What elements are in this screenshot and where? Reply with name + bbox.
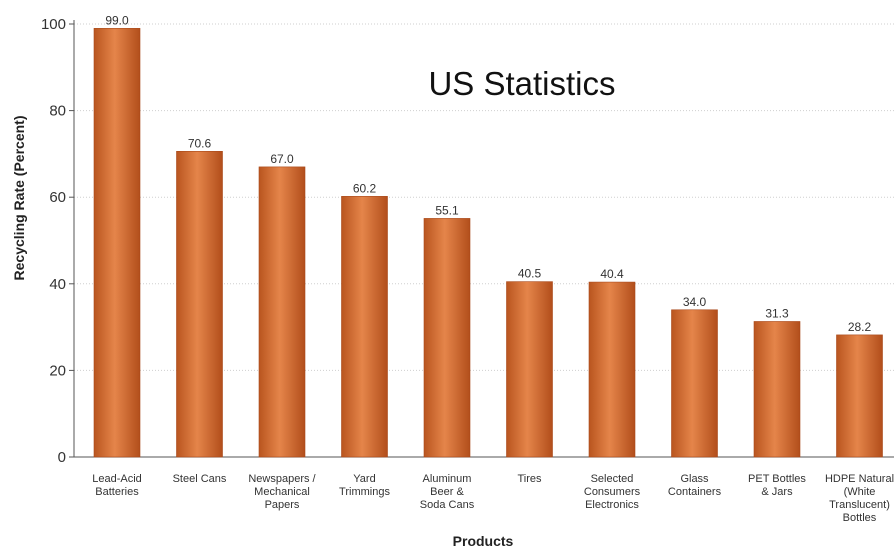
bars: [93, 28, 883, 458]
value-label: 40.5: [518, 267, 542, 281]
x-tick-label-line: Papers: [265, 499, 300, 511]
x-tick-label: PET Bottles & Jars: [748, 473, 806, 498]
value-label: 55.1: [435, 203, 459, 217]
value-label: 67.0: [270, 152, 294, 166]
chart-title: US Statistics: [428, 65, 615, 102]
x-tick-label-line: (White: [844, 486, 876, 498]
y-tick-label: 80: [49, 103, 66, 120]
bar: [588, 281, 636, 458]
value-label: 34.0: [683, 295, 707, 309]
bar: [258, 166, 306, 458]
x-tick-label: HDPE Natural (White Translucent) Bottles: [825, 473, 894, 524]
x-tick-label: Yard Trimmings: [339, 473, 390, 498]
x-tick-label-line: Batteries: [95, 486, 139, 498]
x-tick-label-line: Yard: [353, 473, 375, 485]
x-tick-label-line: Translucent): [829, 499, 890, 511]
x-tick-label-line: Steel Cans: [173, 473, 227, 485]
x-tick-label-line: Consumers: [584, 486, 641, 498]
bar: [753, 321, 801, 458]
x-tick-label-line: Tires: [517, 473, 542, 485]
bar: [671, 309, 718, 458]
bar: [93, 28, 141, 458]
x-tick-label: Glass Containers: [668, 473, 722, 498]
value-label: 70.6: [188, 136, 212, 150]
x-tick-label-line: Lead-Acid: [92, 473, 142, 485]
value-label: 99.0: [105, 13, 129, 27]
x-tick-label: Tires: [517, 473, 542, 485]
y-axis-title: Recycling Rate (Percent): [11, 116, 27, 281]
y-tick-label: 20: [49, 362, 66, 379]
bar: [341, 196, 388, 458]
x-tick-label: Aluminum Beer & Soda Cans: [420, 473, 475, 511]
bar: [423, 218, 471, 458]
y-tick-label: 40: [49, 276, 66, 293]
bar: [506, 281, 553, 458]
x-axis-title: Products: [453, 533, 514, 549]
x-tick-label-line: Newspapers /: [248, 473, 316, 485]
x-tick-label-line: Trimmings: [339, 486, 390, 498]
y-tick-label: 0: [58, 449, 66, 466]
value-label: 40.4: [600, 267, 624, 281]
x-tick-label: Newspapers / Mechanical Papers: [248, 473, 316, 511]
x-tick-label-line: Aluminum: [423, 473, 472, 485]
x-tick-label-line: Bottles: [843, 512, 877, 524]
x-tick-label-line: & Jars: [761, 486, 793, 498]
x-tick-label-line: Electronics: [585, 499, 639, 511]
bar: [176, 151, 223, 458]
x-tick-label: Steel Cans: [173, 473, 227, 485]
x-tick-label: Selected Consumers Electronics: [584, 473, 641, 511]
value-label: 28.2: [848, 320, 872, 334]
x-tick-label-line: Glass: [680, 473, 709, 485]
x-tick-label-line: PET Bottles: [748, 473, 806, 485]
value-label: 60.2: [353, 181, 377, 195]
value-labels: 99.0 70.6 67.0 60.2 55.1 40.5 40.4 34.0 31.3 28.2: [105, 13, 871, 334]
x-tick-labels: Lead-Acid Batteries Steel Cans Newspapers /…: [92, 473, 894, 524]
x-tick-label-line: Mechanical: [254, 486, 310, 498]
y-tick-label: 100: [41, 16, 66, 33]
x-tick-label-line: Containers: [668, 486, 722, 498]
x-tick-label-line: Beer &: [430, 486, 464, 498]
value-label: 31.3: [765, 306, 789, 320]
x-tick-label: Lead-Acid Batteries: [92, 473, 142, 498]
y-tick-label: 60: [49, 189, 66, 206]
x-tick-label-line: Soda Cans: [420, 499, 475, 511]
y-tick-labels: 0 20 40 60 80 100: [41, 16, 66, 466]
bar: [836, 334, 883, 458]
x-tick-label-line: Selected: [591, 473, 634, 485]
x-tick-label-line: HDPE Natural: [825, 473, 894, 485]
gridlines: [69, 23, 894, 458]
